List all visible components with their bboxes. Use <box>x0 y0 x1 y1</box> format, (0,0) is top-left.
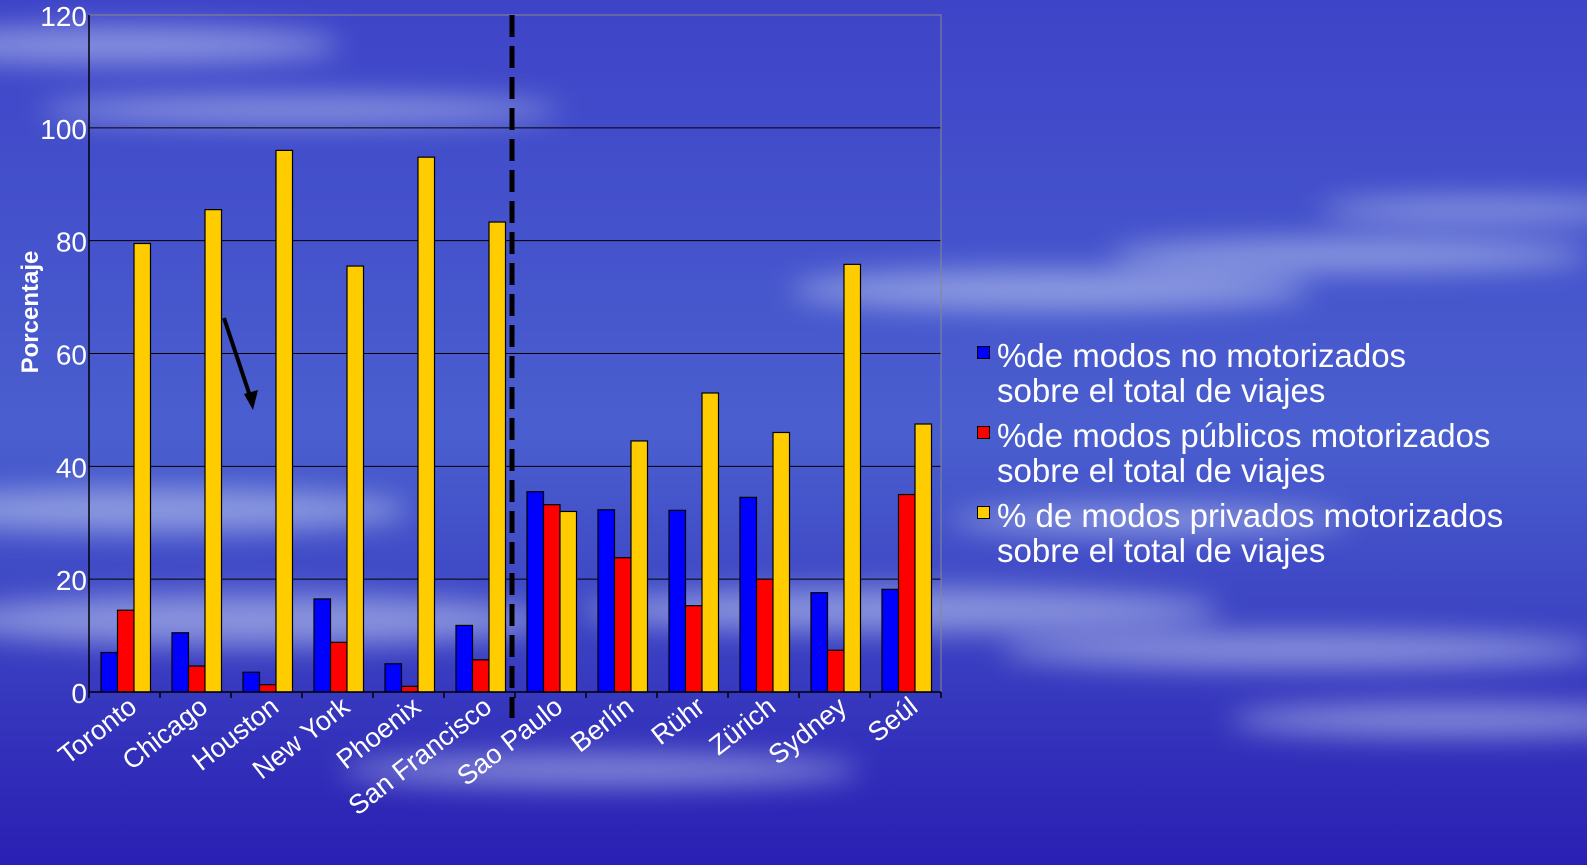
annotation-arrow <box>222 317 258 410</box>
bar <box>701 392 720 693</box>
x-tick-label: Berlín <box>565 691 639 758</box>
bar <box>810 592 829 693</box>
bar <box>275 149 294 693</box>
legend-item-privados: % de modos privados motorizados sobre el… <box>975 498 1575 568</box>
bar <box>826 649 845 693</box>
legend-item-publicos: %de modos públicos motorizados sobre el … <box>975 418 1575 488</box>
bar <box>542 504 561 693</box>
x-tick-label: Seúl <box>862 691 923 748</box>
bar <box>400 685 419 693</box>
bar <box>116 609 135 693</box>
bar <box>242 671 261 693</box>
bar <box>630 440 649 693</box>
bar <box>488 221 507 693</box>
bar <box>100 651 119 693</box>
bar <box>329 641 348 693</box>
bars <box>100 149 933 693</box>
y-tick-label: 0 <box>71 678 87 709</box>
bar <box>668 509 687 693</box>
bar <box>881 588 900 693</box>
y-tick-label: 100 <box>40 114 87 145</box>
y-tick-label: 60 <box>56 340 87 371</box>
y-tick-labels: 0 20 40 60 80 100 120 <box>40 1 87 709</box>
bar <box>772 431 791 693</box>
bar <box>187 665 206 693</box>
bar <box>455 624 474 693</box>
y-tick-label: 40 <box>56 452 87 483</box>
y-tick-label: 120 <box>40 1 87 32</box>
bar <box>471 659 490 693</box>
y-axis-label: Porcentaje <box>17 251 44 374</box>
bar <box>313 598 332 693</box>
bar <box>346 265 365 693</box>
bar <box>597 509 616 693</box>
bar <box>526 491 545 693</box>
bar <box>739 496 758 693</box>
bar <box>384 663 403 693</box>
y-tick-label: 20 <box>56 565 87 596</box>
legend-label-line1: %de modos públicos motorizados <box>997 417 1491 454</box>
legend-swatch-red <box>977 426 990 439</box>
y-tick-label: 80 <box>56 227 87 258</box>
legend-swatch-yellow <box>977 506 990 519</box>
bar <box>755 578 774 693</box>
bar <box>204 209 223 693</box>
x-tick-label: Sydney <box>763 691 853 770</box>
axes <box>88 15 942 698</box>
legend-label-line2: sobre el total de viajes <box>997 532 1326 569</box>
bar <box>897 493 916 693</box>
bar <box>559 510 578 693</box>
bar <box>914 423 933 693</box>
x-tick-label: Rühr <box>646 691 711 751</box>
bar <box>417 156 436 693</box>
bar <box>613 557 632 693</box>
legend-swatch-blue <box>977 346 990 359</box>
bar <box>258 684 277 693</box>
chart-legend: %de modos no motorizados sobre el total … <box>975 338 1575 578</box>
legend-label-line1: % de modos privados motorizados <box>997 497 1504 534</box>
legend-label-line1: %de modos no motorizados <box>997 337 1407 374</box>
bar <box>684 605 703 693</box>
bar <box>171 632 190 693</box>
legend-label-line2: sobre el total de viajes <box>997 452 1326 489</box>
legend-label-line2: sobre el total de viajes <box>997 372 1326 409</box>
legend-item-no-motorizados: %de modos no motorizados sobre el total … <box>975 338 1575 408</box>
bar <box>133 242 152 693</box>
bar <box>843 263 862 693</box>
